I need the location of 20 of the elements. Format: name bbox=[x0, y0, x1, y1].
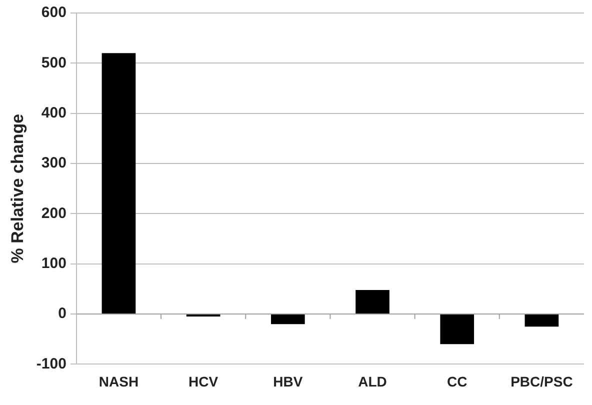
bar bbox=[524, 314, 559, 327]
x-tick-label: NASH bbox=[98, 373, 139, 390]
y-tick-label: 600 bbox=[41, 4, 66, 22]
y-tick-label: 500 bbox=[41, 54, 66, 72]
x-tick-label: HCV bbox=[188, 373, 219, 390]
bar bbox=[102, 53, 136, 314]
bar bbox=[440, 314, 474, 344]
bar bbox=[270, 314, 305, 324]
y-tick-label: 0 bbox=[58, 305, 66, 322]
x-tick-label: PBC/PSC bbox=[510, 373, 573, 390]
y-tick-label: 200 bbox=[41, 204, 66, 222]
x-tick-label: HBV bbox=[273, 373, 304, 390]
y-tick-label: 100 bbox=[41, 255, 66, 272]
x-tick-label: ALD bbox=[358, 373, 387, 390]
bar bbox=[356, 290, 390, 314]
y-tick-label: 300 bbox=[41, 154, 66, 172]
x-tick-label: CC bbox=[446, 373, 468, 390]
y-axis-title: % Relative change bbox=[8, 114, 27, 264]
y-tick-label: -100 bbox=[36, 355, 66, 372]
y-tick-label: 400 bbox=[41, 104, 66, 122]
